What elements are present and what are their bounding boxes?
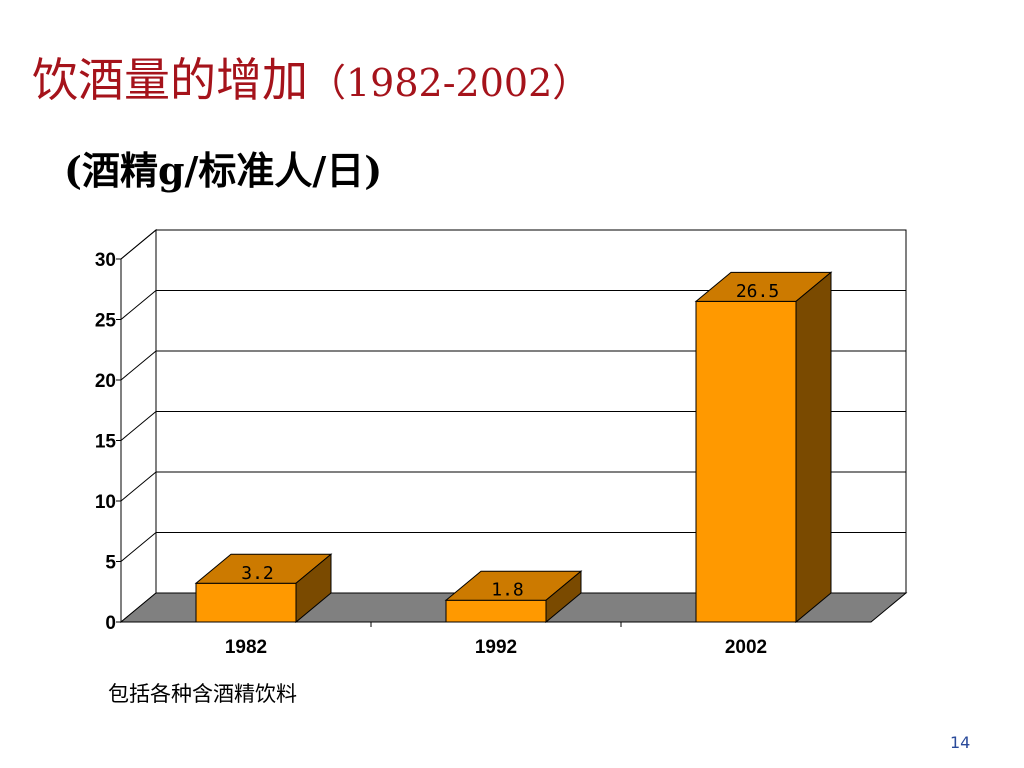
bar-1992: [444, 570, 583, 624]
page-number: 14: [950, 733, 971, 752]
data-labels: 3.2 1.8 26.5: [241, 281, 779, 601]
bar-front: [195, 582, 297, 623]
bar-1982: [194, 553, 333, 624]
title-years: （1982-2002）: [308, 61, 591, 105]
data-label: 3.2: [241, 563, 274, 584]
gridline: [120, 229, 906, 260]
y-tick-label: 25: [95, 311, 117, 332]
data-label: 26.5: [736, 281, 779, 302]
bar-2002: [694, 271, 833, 624]
data-label: 1.8: [491, 580, 524, 601]
y-tick-labels: 0 5 10 15 20 25 30: [95, 250, 117, 634]
gridline: [120, 350, 906, 381]
gridline: [120, 290, 906, 320]
title-main: 饮酒量的增加: [32, 53, 308, 107]
chart-gridlines: [120, 229, 906, 562]
gridline: [120, 471, 906, 502]
y-tick-label: 15: [95, 432, 117, 453]
x-tick-label: 2002: [725, 637, 767, 658]
y-tick-label: 0: [105, 613, 116, 634]
gridline: [120, 411, 906, 441]
bar-front: [695, 300, 797, 623]
gridline: [120, 532, 906, 562]
y-tick-label: 5: [105, 553, 116, 574]
y-tick-label: 10: [95, 492, 116, 513]
bar-side: [545, 570, 582, 624]
slide-subtitle: (酒精g/标准人/日): [64, 148, 383, 193]
slide-title: 饮酒量的增加（1982-2002）: [32, 44, 590, 110]
bar-side: [795, 271, 832, 624]
x-tick-label: 1992: [475, 637, 517, 658]
x-tick-label: 1982: [225, 637, 267, 658]
chart-footnote: 包括各种含酒精饮料: [108, 682, 297, 706]
x-tick-labels: 1982 1992 2002: [225, 637, 767, 658]
bar-side: [295, 553, 332, 624]
chart-bars: [194, 271, 833, 624]
y-tick-label: 20: [95, 371, 116, 392]
y-tick-label: 30: [95, 250, 116, 271]
bar-front: [445, 599, 547, 623]
